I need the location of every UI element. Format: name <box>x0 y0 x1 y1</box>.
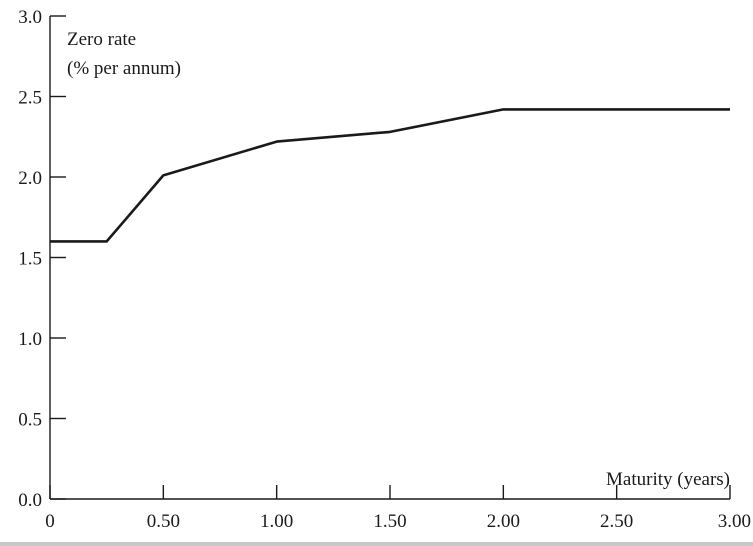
y-tick-label: 0.5 <box>18 410 42 431</box>
y-tick-label: 2.0 <box>18 168 42 189</box>
y-tick-label: 0.0 <box>18 490 42 511</box>
y-axis-ticks: 0.0 0.5 1.0 1.5 2.0 2.5 3.0 <box>18 7 66 511</box>
x-tick-label: 1.50 <box>373 511 406 532</box>
x-tick-label: 0 <box>45 511 55 532</box>
x-tick-label: 2.00 <box>487 511 520 532</box>
x-tick-label: 2.50 <box>600 511 633 532</box>
x-axis-title: Maturity (years) <box>606 469 730 490</box>
y-tick-label: 1.0 <box>18 329 42 350</box>
y-tick-label: 3.0 <box>18 7 42 28</box>
y-tick-label: 1.5 <box>18 249 42 270</box>
y-tick-label: 2.5 <box>18 88 42 109</box>
x-tick-label: 3.00 <box>718 511 751 532</box>
y-axis-title-line-1: Zero rate <box>67 29 136 50</box>
x-tick-label: 1.00 <box>260 511 293 532</box>
x-axis-ticks: 0 0.50 1.00 1.50 2.00 2.50 3.00 <box>45 485 751 532</box>
x-tick-label: 0.50 <box>147 511 180 532</box>
series-line-zero-rate <box>50 108 730 243</box>
y-axis-title-line-2: (% per annum) <box>67 58 181 79</box>
